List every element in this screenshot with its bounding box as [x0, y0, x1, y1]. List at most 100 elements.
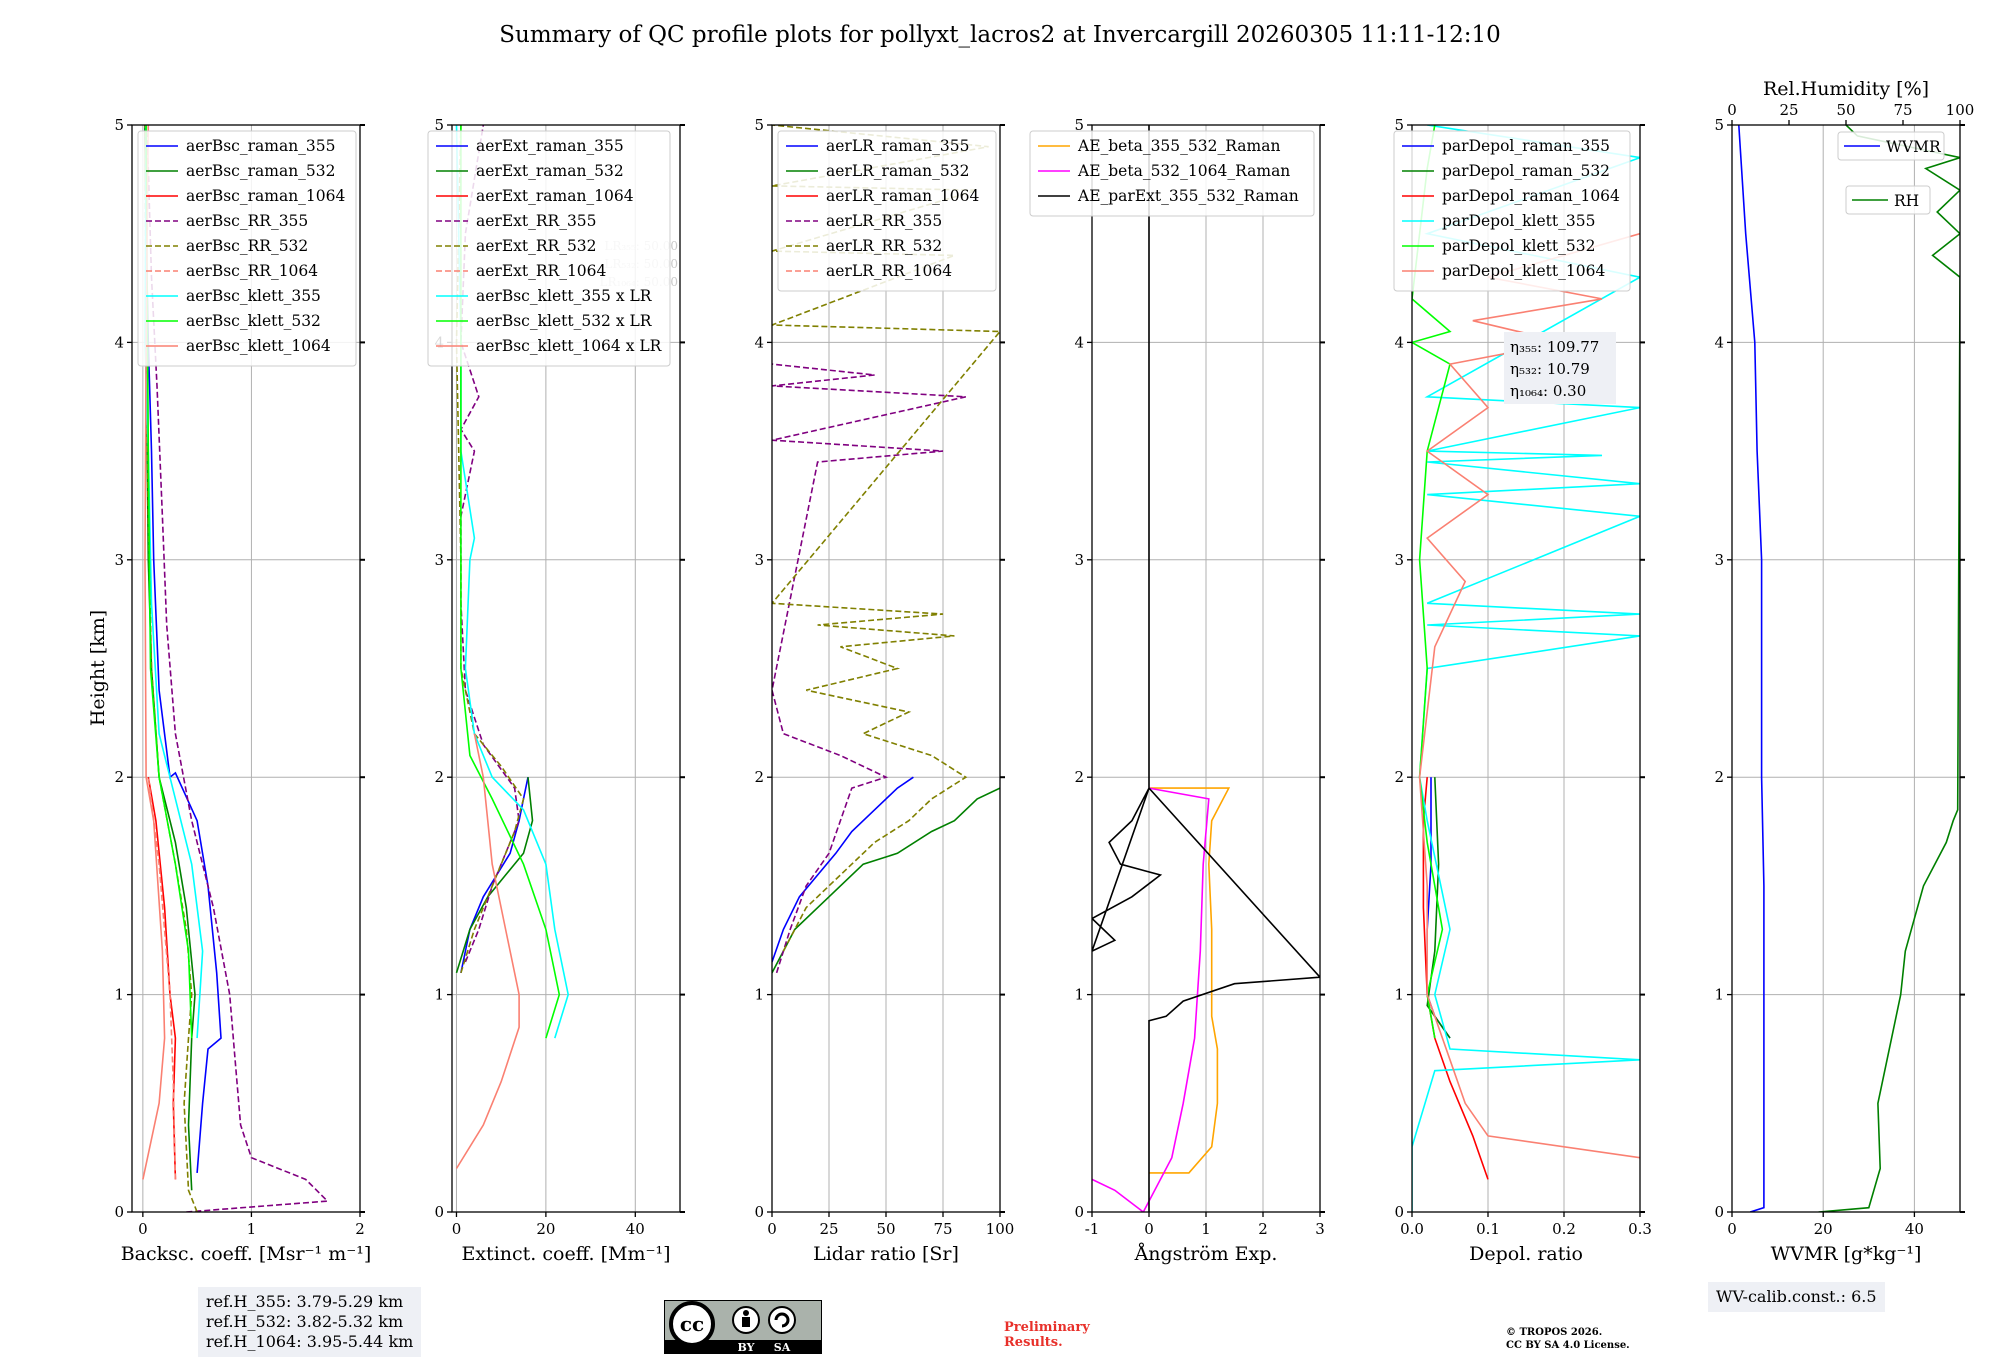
x-tick-label: 25: [819, 1220, 838, 1238]
x-tick-label: 0.2: [1552, 1220, 1576, 1238]
panel-ext: 01234502040Extinct. coeff. [Mm⁻¹]LR₃₅₅: …: [427, 116, 685, 1265]
y-tick-label: 2: [1714, 768, 1724, 786]
x-tick-label: 1: [1201, 1220, 1211, 1238]
series-line-aerLR_raman_355: [772, 776, 914, 963]
series-line-aerExt_RR_355: [459, 125, 520, 963]
y-tick-label: 0: [754, 1203, 764, 1221]
y-tick-label: 1: [434, 986, 444, 1004]
legend-label: aerBsc_RR_1064: [186, 262, 318, 280]
y-tick-label: 5: [114, 116, 124, 134]
x-tick-label: 0: [767, 1220, 777, 1238]
x-tick-label: 2: [355, 1220, 365, 1238]
x-tick-label: 75: [933, 1220, 952, 1238]
legend: parDepol_raman_355 parDepol_raman_532 parD…: [1393, 130, 1631, 292]
axes-frame: [1411, 124, 1641, 1213]
x-tick-label: -1: [1085, 1220, 1100, 1238]
series-line-aerBsc_klett_1064 x LR: [455, 733, 520, 1169]
y-tick-label: 3: [754, 551, 764, 569]
share-alike-icon: [768, 1306, 796, 1334]
y-axis-label: Height [km]: [87, 610, 109, 726]
legend-label: aerExt_raman_532: [476, 162, 624, 180]
y-tick-label: 2: [1074, 768, 1084, 786]
series-line-parDepol_klett_532: [1412, 125, 1452, 1039]
legend: RH: [1845, 185, 1931, 215]
legend-label: aerBsc_RR_355: [186, 212, 308, 230]
x-axis-label: Lidar ratio [Sr]: [813, 1243, 959, 1265]
x-axis-label: Backsc. coeff. [Msr⁻¹ m⁻¹]: [121, 1243, 372, 1265]
top-x-axis-label: Rel.Humidity [%]: [1763, 78, 1929, 100]
x-tick-label: 100: [986, 1220, 1015, 1238]
y-tick-label: 2: [434, 768, 444, 786]
x-tick-label: 40: [1905, 1220, 1924, 1238]
y-tick-label: 0: [434, 1203, 444, 1221]
top-x-tick-label: 100: [1946, 101, 1975, 119]
top-x-tick-label: 0: [1727, 101, 1737, 119]
preliminary-line-2: Results.: [1004, 1335, 1063, 1350]
y-tick-label: 1: [1394, 986, 1404, 1004]
series-line-RH: [1818, 125, 1960, 1212]
x-tick-label: 2: [1258, 1220, 1268, 1238]
legend-label: aerBsc_raman_355: [186, 137, 336, 155]
y-tick-label: 3: [1074, 551, 1084, 569]
legend-label: aerBsc_RR_532: [186, 237, 308, 255]
top-x-tick-label: 75: [1893, 101, 1912, 119]
series-line-aerLR_raman_532: [772, 787, 1000, 974]
cc-icon-text: cc: [680, 1312, 704, 1336]
eta-value: η₃₅₅: 109.77: [1510, 338, 1599, 356]
y-tick-label: 5: [1394, 116, 1404, 134]
y-tick-label: 0: [1074, 1203, 1084, 1221]
legend: AE_beta_355_532_Raman AE_beta_532_1064_Ra…: [1029, 130, 1315, 217]
x-axis-label: Ångström Exp.: [1134, 1243, 1278, 1265]
ref-heights-box: ref.H_355: 3.79-5.29 km ref.H_532: 3.82-…: [198, 1287, 422, 1357]
series-line-parDepol_klett_355: [1412, 125, 1640, 1212]
legend-label: parDepol_klett_1064: [1442, 262, 1605, 280]
by-label: BY: [738, 1341, 755, 1354]
x-tick-label: 20: [536, 1220, 555, 1238]
y-tick-label: 3: [1714, 551, 1724, 569]
y-tick-label: 0: [114, 1203, 124, 1221]
cc-icon: [669, 1301, 715, 1347]
x-tick-label: 0: [452, 1220, 462, 1238]
legend-label: AE_beta_532_1064_Raman: [1077, 162, 1290, 180]
x-tick-label: 50: [876, 1220, 895, 1238]
y-tick-label: 5: [1074, 116, 1084, 134]
legend-label: aerBsc_raman_1064: [186, 187, 346, 205]
y-tick-label: 4: [1394, 333, 1404, 351]
figure-title: Summary of QC profile plots for pollyxt_…: [499, 22, 1501, 48]
x-tick-label: 0: [138, 1220, 148, 1238]
legend-label: AE_parExt_355_532_Raman: [1077, 187, 1299, 205]
legend-label: aerBsc_klett_355 x LR: [476, 287, 653, 305]
axes-frame: [131, 124, 361, 1213]
x-tick-label: 0: [1144, 1220, 1154, 1238]
x-tick-label: 3: [1315, 1220, 1325, 1238]
series-line-parDepol_raman_1064: [1422, 777, 1489, 1180]
legend-label: parDepol_klett_532: [1442, 237, 1595, 255]
legend: WVMR: [1837, 131, 1945, 161]
y-tick-label: 0: [1394, 1203, 1404, 1221]
series-line-AE_beta_532_1064_Raman: [1092, 787, 1210, 1212]
y-tick-label: 1: [754, 986, 764, 1004]
legend-label: parDepol_raman_1064: [1442, 187, 1620, 205]
legend-label: aerBsc_klett_1064: [186, 337, 331, 355]
axes-frame: [451, 124, 681, 1213]
y-tick-label: 2: [754, 768, 764, 786]
y-tick-label: 1: [1714, 986, 1724, 1004]
y-tick-label: 4: [1074, 333, 1084, 351]
legend-label: aerLR_raman_355: [826, 137, 969, 155]
series-line-aerBsc_raman_355: [144, 125, 222, 1173]
ref-height-1064: ref.H_1064: 3.95-5.44 km: [206, 1332, 414, 1351]
y-tick-label: 5: [434, 116, 444, 134]
legend-label: parDepol_raman_532: [1442, 162, 1610, 180]
series-line-aerBsc_raman_1064: [147, 777, 177, 1180]
top-x-tick-label: 25: [1779, 101, 1798, 119]
legend: aerExt_raman_355 aerExt_raman_532 aerExt_r…: [427, 130, 671, 367]
legend-label: parDepol_raman_355: [1442, 137, 1610, 155]
x-axis-label: Extinct. coeff. [Mm⁻¹]: [461, 1243, 670, 1265]
x-tick-label: 40: [626, 1220, 645, 1238]
legend-label: aerLR_raman_1064: [826, 187, 979, 205]
legend-label: aerExt_raman_355: [476, 137, 624, 155]
series-line-aerExt_raman_532: [455, 777, 534, 974]
legend-label: aerBsc_klett_355: [186, 287, 321, 305]
